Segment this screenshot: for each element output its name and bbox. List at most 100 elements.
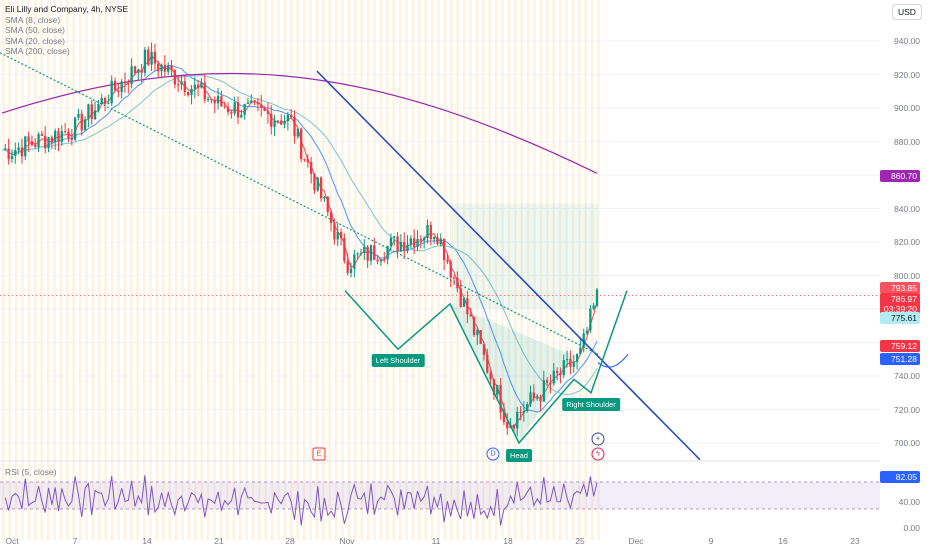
candle-body bbox=[529, 392, 532, 405]
session-stripe bbox=[443, 0, 447, 540]
dividend-event-icon[interactable]: D bbox=[486, 447, 500, 461]
candles bbox=[4, 42, 599, 437]
session-stripe bbox=[386, 0, 389, 540]
earnings-event-icon[interactable]: E bbox=[312, 447, 326, 461]
rsi-legend[interactable]: RSI (5, close) bbox=[5, 467, 57, 477]
candle-body bbox=[409, 238, 413, 245]
candle-body bbox=[80, 113, 83, 131]
candle-body bbox=[170, 65, 173, 71]
candle-body bbox=[10, 155, 14, 159]
rsi-panel bbox=[0, 460, 880, 526]
candle-body bbox=[300, 128, 303, 160]
candle-body bbox=[373, 245, 376, 260]
candle-body bbox=[226, 107, 230, 113]
candle-body bbox=[20, 147, 24, 157]
descending-trendline bbox=[316, 70, 701, 461]
candle-body bbox=[502, 412, 506, 423]
candle-body bbox=[250, 100, 253, 103]
candle-body bbox=[163, 64, 167, 72]
session-stripe bbox=[539, 0, 543, 540]
time-tick-label: 11 bbox=[431, 536, 441, 546]
add-event-icon[interactable]: + bbox=[591, 432, 605, 446]
candle-body bbox=[113, 80, 117, 91]
candle-body bbox=[50, 137, 54, 143]
candle-body bbox=[236, 102, 240, 118]
candle-body bbox=[506, 422, 509, 429]
price-tick-label: 700.00 bbox=[894, 438, 920, 448]
candle-body bbox=[4, 148, 7, 151]
candle-body bbox=[167, 65, 170, 72]
time-tick-label: 7 bbox=[72, 536, 78, 546]
last-price-badge: 786.97 bbox=[880, 293, 920, 305]
candle-body bbox=[60, 131, 63, 142]
price-tick-label: 840.00 bbox=[894, 203, 920, 214]
session-stripe bbox=[155, 0, 159, 540]
candle-body bbox=[339, 232, 343, 238]
candle-body bbox=[177, 84, 180, 86]
candle-body bbox=[283, 121, 286, 125]
session-stripe bbox=[347, 0, 351, 540]
rsi-value-badge: 82.05 bbox=[880, 471, 920, 483]
session-stripe bbox=[14, 0, 18, 540]
candle-body bbox=[110, 80, 113, 104]
candle-body bbox=[462, 298, 466, 307]
candle-body bbox=[130, 66, 133, 85]
session-stripe bbox=[552, 0, 555, 540]
session-stripe bbox=[245, 0, 248, 540]
session-stripe bbox=[85, 0, 88, 540]
session-stripe bbox=[488, 0, 491, 540]
lightning-event-icon[interactable]: ϟ bbox=[591, 447, 605, 461]
legend-sma50[interactable]: SMA (50, close) bbox=[5, 25, 65, 35]
time-tick-label: 9 bbox=[708, 536, 714, 546]
time-tick-label: 28 bbox=[285, 536, 295, 546]
session-stripe bbox=[213, 0, 216, 540]
candle-body bbox=[203, 82, 206, 100]
candle-body bbox=[273, 120, 276, 127]
candle-body bbox=[522, 411, 526, 413]
session-stripe bbox=[482, 0, 485, 540]
session-stripe bbox=[258, 0, 261, 540]
time-tick-label: 16 bbox=[778, 536, 788, 546]
candle-body bbox=[482, 344, 486, 355]
session-stripe bbox=[66, 0, 69, 540]
candle-body bbox=[246, 102, 250, 104]
legend-sma200[interactable]: SMA (200, close) bbox=[5, 46, 70, 56]
candle-body bbox=[569, 358, 572, 367]
candle-body bbox=[559, 373, 562, 376]
candle-body bbox=[396, 236, 399, 252]
candle-body bbox=[516, 411, 519, 429]
candle-body bbox=[37, 134, 40, 147]
candle-body bbox=[196, 84, 200, 88]
candle-body bbox=[356, 253, 359, 255]
level-badge: 751.28 bbox=[880, 353, 920, 365]
session-stripe bbox=[142, 0, 146, 540]
time-tick-label: 14 bbox=[142, 536, 152, 546]
session-stripe bbox=[117, 0, 120, 540]
session-stripe bbox=[437, 0, 440, 540]
candle-body bbox=[73, 117, 77, 140]
candle-body bbox=[24, 136, 27, 157]
candle-body bbox=[57, 130, 60, 142]
candle-body bbox=[276, 120, 280, 122]
session-stripe bbox=[507, 0, 511, 540]
session-stripe bbox=[238, 0, 242, 540]
legend-sma8[interactable]: SMA (8, close) bbox=[5, 14, 61, 25]
candle-body bbox=[512, 425, 516, 429]
candle-body bbox=[150, 51, 153, 65]
candle-body bbox=[143, 49, 147, 73]
session-stripe bbox=[149, 0, 152, 540]
candle-body bbox=[472, 316, 476, 335]
session-stripe bbox=[296, 0, 299, 540]
currency-button[interactable]: USD bbox=[892, 4, 922, 20]
legend-sma20[interactable]: SMA (20, close) bbox=[5, 35, 65, 46]
candle-body bbox=[220, 96, 223, 107]
candle-body bbox=[296, 128, 299, 137]
candle-body bbox=[70, 137, 73, 140]
candle-body bbox=[180, 81, 183, 85]
candle-body bbox=[585, 330, 589, 334]
session-stripe bbox=[290, 0, 293, 540]
candle-body bbox=[266, 111, 270, 114]
sma50-badge: 775.61 bbox=[880, 312, 920, 324]
session-stripe bbox=[174, 0, 178, 540]
